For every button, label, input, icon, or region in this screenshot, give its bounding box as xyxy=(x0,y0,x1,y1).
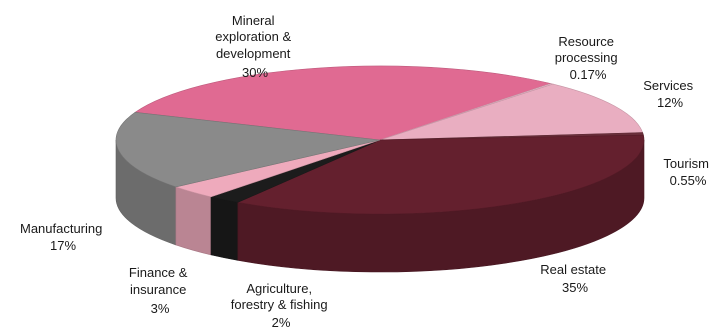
label-services: Services 12% xyxy=(643,78,696,110)
label-resource-processing: Resource processing 0.17% xyxy=(555,34,622,82)
label-manufacturing: Manufacturing 17% xyxy=(20,221,106,253)
slice-manufacturing xyxy=(115,111,381,188)
slice-side-agriculture-forestry-fishing xyxy=(210,196,239,261)
label-mineral: Mineral exploration & development 30% xyxy=(215,13,295,80)
slice-services xyxy=(379,83,644,141)
label-agriculture: Agriculture, forestry & fishing 2% xyxy=(231,281,331,328)
pie-sides xyxy=(115,139,645,273)
label-finance: Finance & insurance 3% xyxy=(129,265,191,316)
label-real-estate: Real estate 35% xyxy=(540,262,609,295)
slice-real-estate xyxy=(236,134,645,215)
pie-labels: Mineral exploration & development 30% Re… xyxy=(20,13,712,328)
slice-mineral-exploration-development xyxy=(134,65,552,141)
slice-side-finance-insurance xyxy=(175,186,212,256)
label-tourism: Tourism 0.55% xyxy=(663,156,712,188)
pie-top xyxy=(115,65,645,215)
